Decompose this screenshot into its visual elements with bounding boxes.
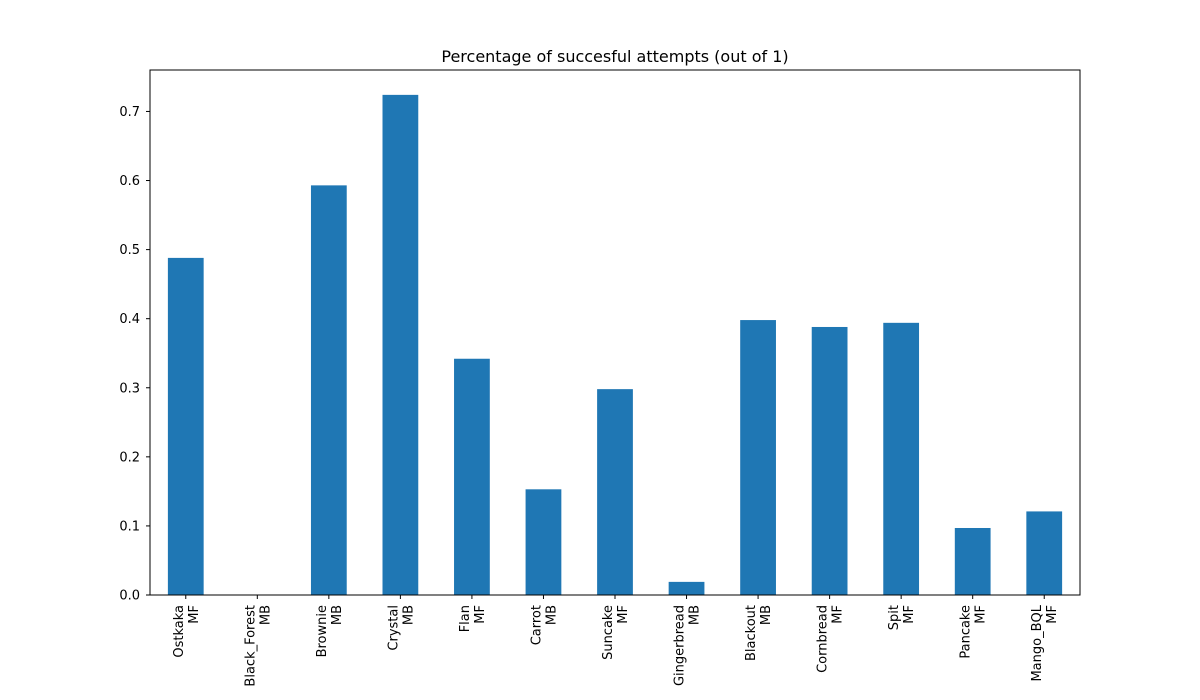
x-tick-label-spit: Spit MF (887, 605, 917, 630)
bar-blackout (740, 320, 776, 595)
x-tick-label-black_forest: Black_Forest MB (243, 605, 273, 687)
bar-spit (883, 322, 920, 595)
x-tick-label-type: MF (473, 605, 488, 624)
x-tick-label-name: Gingerbread (673, 605, 688, 686)
x-tick-label-name: Mango_BQL (1030, 604, 1045, 681)
y-tick-label: 0.3 (119, 381, 140, 396)
x-tick-label-name: Black_Forest (243, 605, 258, 687)
x-tick-label-type: MB (759, 605, 774, 625)
y-axis: 0.0 0.1 0.2 0.3 0.4 0.5 0.6 0.7 (119, 105, 150, 604)
x-tick-label-name: Pancake (959, 605, 974, 659)
bar-brownie (310, 185, 347, 595)
x-tick-label-type: MB (688, 605, 703, 625)
x-tick-label-type: MB (401, 605, 416, 625)
x-tick-label-carrot: Carrot MB (529, 605, 559, 645)
x-tick-label-name: Flan (458, 605, 473, 632)
x-tick-label-name: Blackout (744, 605, 759, 661)
x-tick-label-pancake: Pancake MF (959, 605, 989, 659)
x-tick-label-type: MF (616, 605, 631, 624)
bars-group (167, 94, 1063, 596)
y-tick-label: 0.0 (119, 589, 140, 604)
x-tick-label-type: MF (902, 605, 917, 624)
x-tick-label-type: MF (1045, 605, 1060, 624)
x-tick-label-name: Spit (887, 605, 902, 630)
bar-pancake (954, 527, 991, 595)
x-tick-label-name: Carrot (529, 605, 544, 645)
bar-crystal (382, 94, 419, 596)
x-tick-label-suncake: Suncake MF (601, 605, 631, 660)
x-tick-label-type: MB (258, 605, 273, 625)
x-tick-label-flan: Flan MF (458, 605, 488, 632)
x-tick-label-name: Brownie (315, 605, 330, 657)
y-tick-label: 0.1 (119, 519, 140, 534)
bar-flan (454, 358, 490, 595)
bar-suncake (597, 389, 633, 595)
x-tick-label-crystal: Crystal MB (386, 605, 416, 651)
bar-carrot (525, 489, 562, 595)
x-tick-label-brownie: Brownie MB (315, 605, 345, 657)
y-tick-label: 0.6 (119, 174, 140, 189)
y-tick-label: 0.5 (119, 243, 140, 258)
plot-frame (149, 69, 1081, 596)
y-tick-label: 0.2 (119, 450, 140, 465)
x-tick-label-name: Ostkaka (172, 605, 187, 658)
x-tick-label-cornbread: Cornbread MF (816, 605, 846, 673)
x-tick-label-name: Cornbread (816, 605, 831, 673)
x-tick-label-type: MF (831, 605, 846, 624)
bar-gingerbread (668, 581, 705, 595)
bar-mango_bql (1026, 511, 1063, 595)
x-tick-label-blackout: Blackout MB (744, 605, 774, 661)
y-tick-label: 0.7 (119, 105, 140, 120)
x-tick-label-type: MF (974, 605, 989, 624)
x-tick-label-ostkaka: Ostkaka MF (172, 605, 202, 658)
chart-title: Percentage of succesful attempts (out of… (441, 47, 788, 66)
x-tick-label-type: MB (544, 605, 559, 625)
x-tick-label-name: Suncake (601, 605, 616, 660)
x-tick-label-name: Crystal (386, 605, 401, 651)
x-tick-label-type: MB (330, 605, 345, 625)
bar-ostkaka (167, 257, 204, 595)
x-tick-label-mango_bql: Mango_BQL MF (1030, 604, 1060, 681)
bar-cornbread (811, 326, 848, 595)
x-tick-label-type: MF (187, 605, 202, 624)
x-tick-label-gingerbread: Gingerbread MB (673, 605, 703, 686)
x-axis: Ostkaka MF Black_Forest MB Brownie MB Crystal M… (172, 595, 1060, 687)
y-tick-label: 0.4 (119, 312, 140, 327)
